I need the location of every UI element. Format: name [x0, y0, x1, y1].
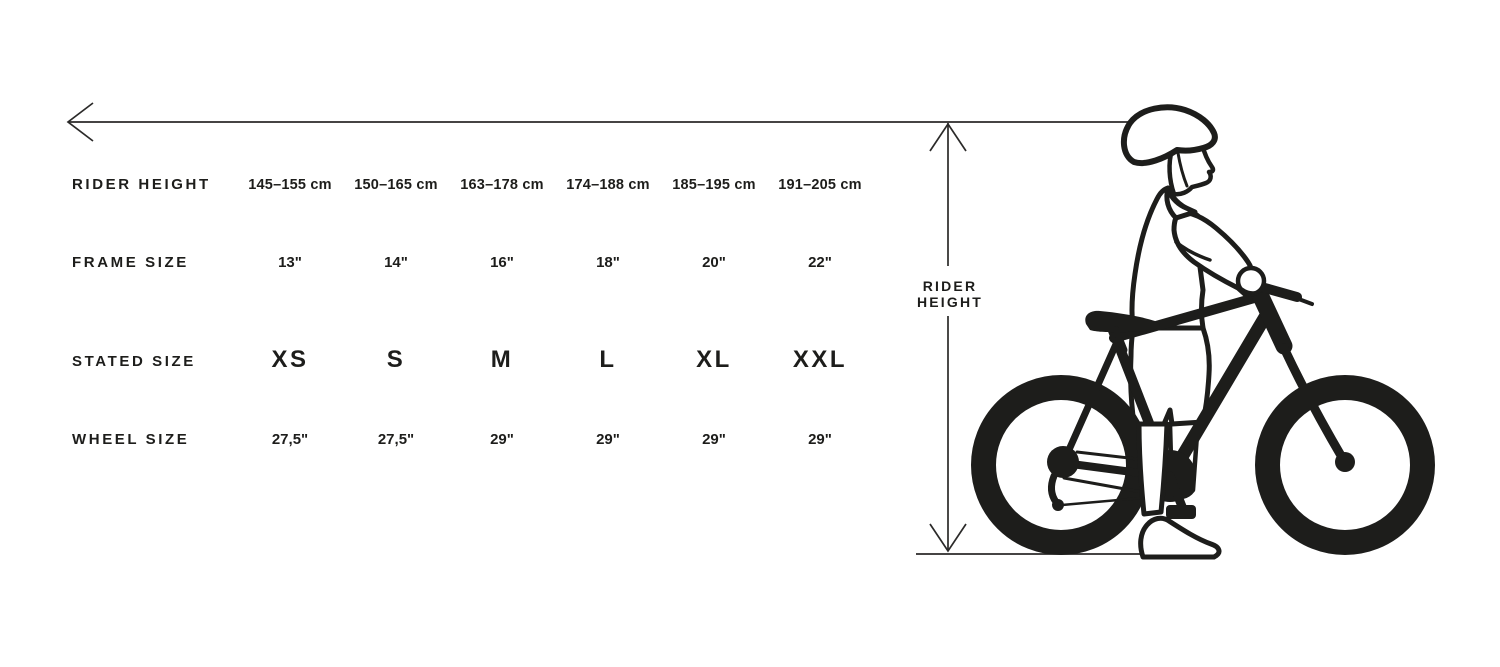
table-cell: XL	[696, 346, 732, 373]
derailleur-pulley	[1052, 499, 1064, 511]
table-cell: M	[490, 346, 514, 373]
size-table: RIDER HEIGHT 145–155 cm 150–165 cm 163–1…	[0, 176, 940, 461]
table-cell: 20"	[702, 254, 726, 271]
row-label-rider-height: RIDER HEIGHT	[72, 176, 211, 193]
rear-derailleur	[1048, 472, 1060, 506]
table-cell: 185–195 cm	[672, 177, 756, 193]
front-wheel	[1255, 375, 1435, 555]
rider-shorts	[1128, 325, 1212, 427]
rider-helmet	[1120, 104, 1218, 166]
down-arrowhead-icon	[929, 523, 967, 553]
rider-sleeve-line	[1174, 240, 1212, 262]
table-cell: 18"	[596, 254, 620, 271]
saddle	[1085, 310, 1160, 333]
left-arrowhead-icon	[66, 102, 94, 142]
rider-shoe	[1138, 515, 1222, 560]
rider-neck	[1164, 185, 1198, 221]
table-cell: 29"	[702, 431, 726, 448]
table-row-frame-size: FRAME SIZE 13" 14" 16" 18" 20" 22"	[0, 254, 940, 284]
table-cell: 150–165 cm	[354, 177, 438, 193]
table-cell: XS	[271, 346, 309, 373]
table-cell: 29"	[808, 431, 832, 448]
table-cell: 174–188 cm	[566, 177, 650, 193]
rider-height-measure-label-line1: RIDER	[922, 278, 978, 294]
cassette	[1047, 446, 1079, 478]
table-cell: 27,5"	[271, 431, 309, 448]
table-cell: 16"	[490, 254, 514, 271]
pedal	[1166, 505, 1196, 519]
table-row-rider-height: RIDER HEIGHT 145–155 cm 150–165 cm 163–1…	[0, 176, 940, 206]
chain-bottom	[1062, 476, 1149, 495]
down-tube	[1163, 305, 1275, 484]
row-label-stated-size: STATED SIZE	[72, 353, 196, 370]
brake-lever	[1294, 296, 1314, 306]
measurement-arrows	[66, 102, 1146, 555]
table-cell: 145–155 cm	[248, 177, 332, 193]
rider-height-measure-label: RIDER HEIGHT	[880, 278, 1020, 310]
rider-height-measure-label-line2: HEIGHT	[916, 294, 984, 310]
seatpost	[1112, 326, 1128, 354]
front-hub	[1335, 452, 1355, 472]
table-cell: 22"	[808, 254, 832, 271]
helmet-strap	[1176, 151, 1189, 188]
table-cell: S	[386, 346, 406, 373]
crank-arm	[1165, 471, 1188, 514]
table-row-wheel-size: WHEEL SIZE 27,5" 27,5" 29" 29" 29" 29"	[0, 431, 940, 461]
rider-fingers	[1240, 287, 1265, 295]
table-cell: 191–205 cm	[778, 177, 862, 193]
table-cell: 29"	[490, 431, 514, 448]
table-cell: 163–178 cm	[460, 177, 544, 193]
head-tube	[1247, 277, 1293, 355]
up-arrowhead-icon	[929, 122, 967, 152]
table-cell: 29"	[596, 431, 620, 448]
chain-top	[1075, 450, 1148, 462]
front-fork	[1279, 343, 1348, 464]
row-label-wheel-size: WHEEL SIZE	[72, 431, 190, 448]
table-cell: 14"	[384, 254, 408, 271]
chain-lower-run	[1060, 495, 1154, 507]
table-row-stated-size: STATED SIZE XS S M L XL XXL	[0, 346, 940, 376]
rider-near-leg	[1136, 421, 1170, 517]
row-label-frame-size: FRAME SIZE	[72, 254, 189, 271]
table-cell: 13"	[278, 254, 302, 271]
table-cell: 27,5"	[377, 431, 415, 448]
rider-front-parts	[1136, 265, 1267, 560]
table-cell: XXL	[792, 346, 848, 373]
seatstay	[1060, 338, 1121, 465]
table-cell: L	[599, 346, 617, 373]
